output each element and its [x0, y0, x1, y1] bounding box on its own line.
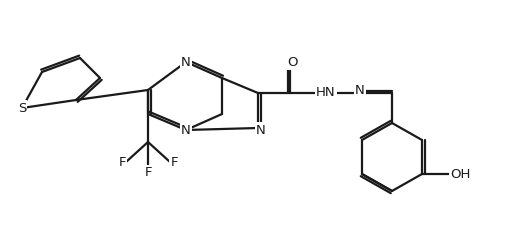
Text: F: F — [144, 167, 152, 179]
Text: N: N — [355, 85, 365, 97]
Text: N: N — [181, 55, 191, 69]
Text: OH: OH — [450, 168, 470, 181]
Text: S: S — [18, 102, 26, 114]
Text: F: F — [118, 155, 126, 168]
Text: N: N — [181, 123, 191, 137]
Text: F: F — [170, 155, 178, 168]
Text: N: N — [256, 123, 266, 137]
Text: O: O — [287, 55, 297, 69]
Text: HN: HN — [316, 86, 336, 99]
